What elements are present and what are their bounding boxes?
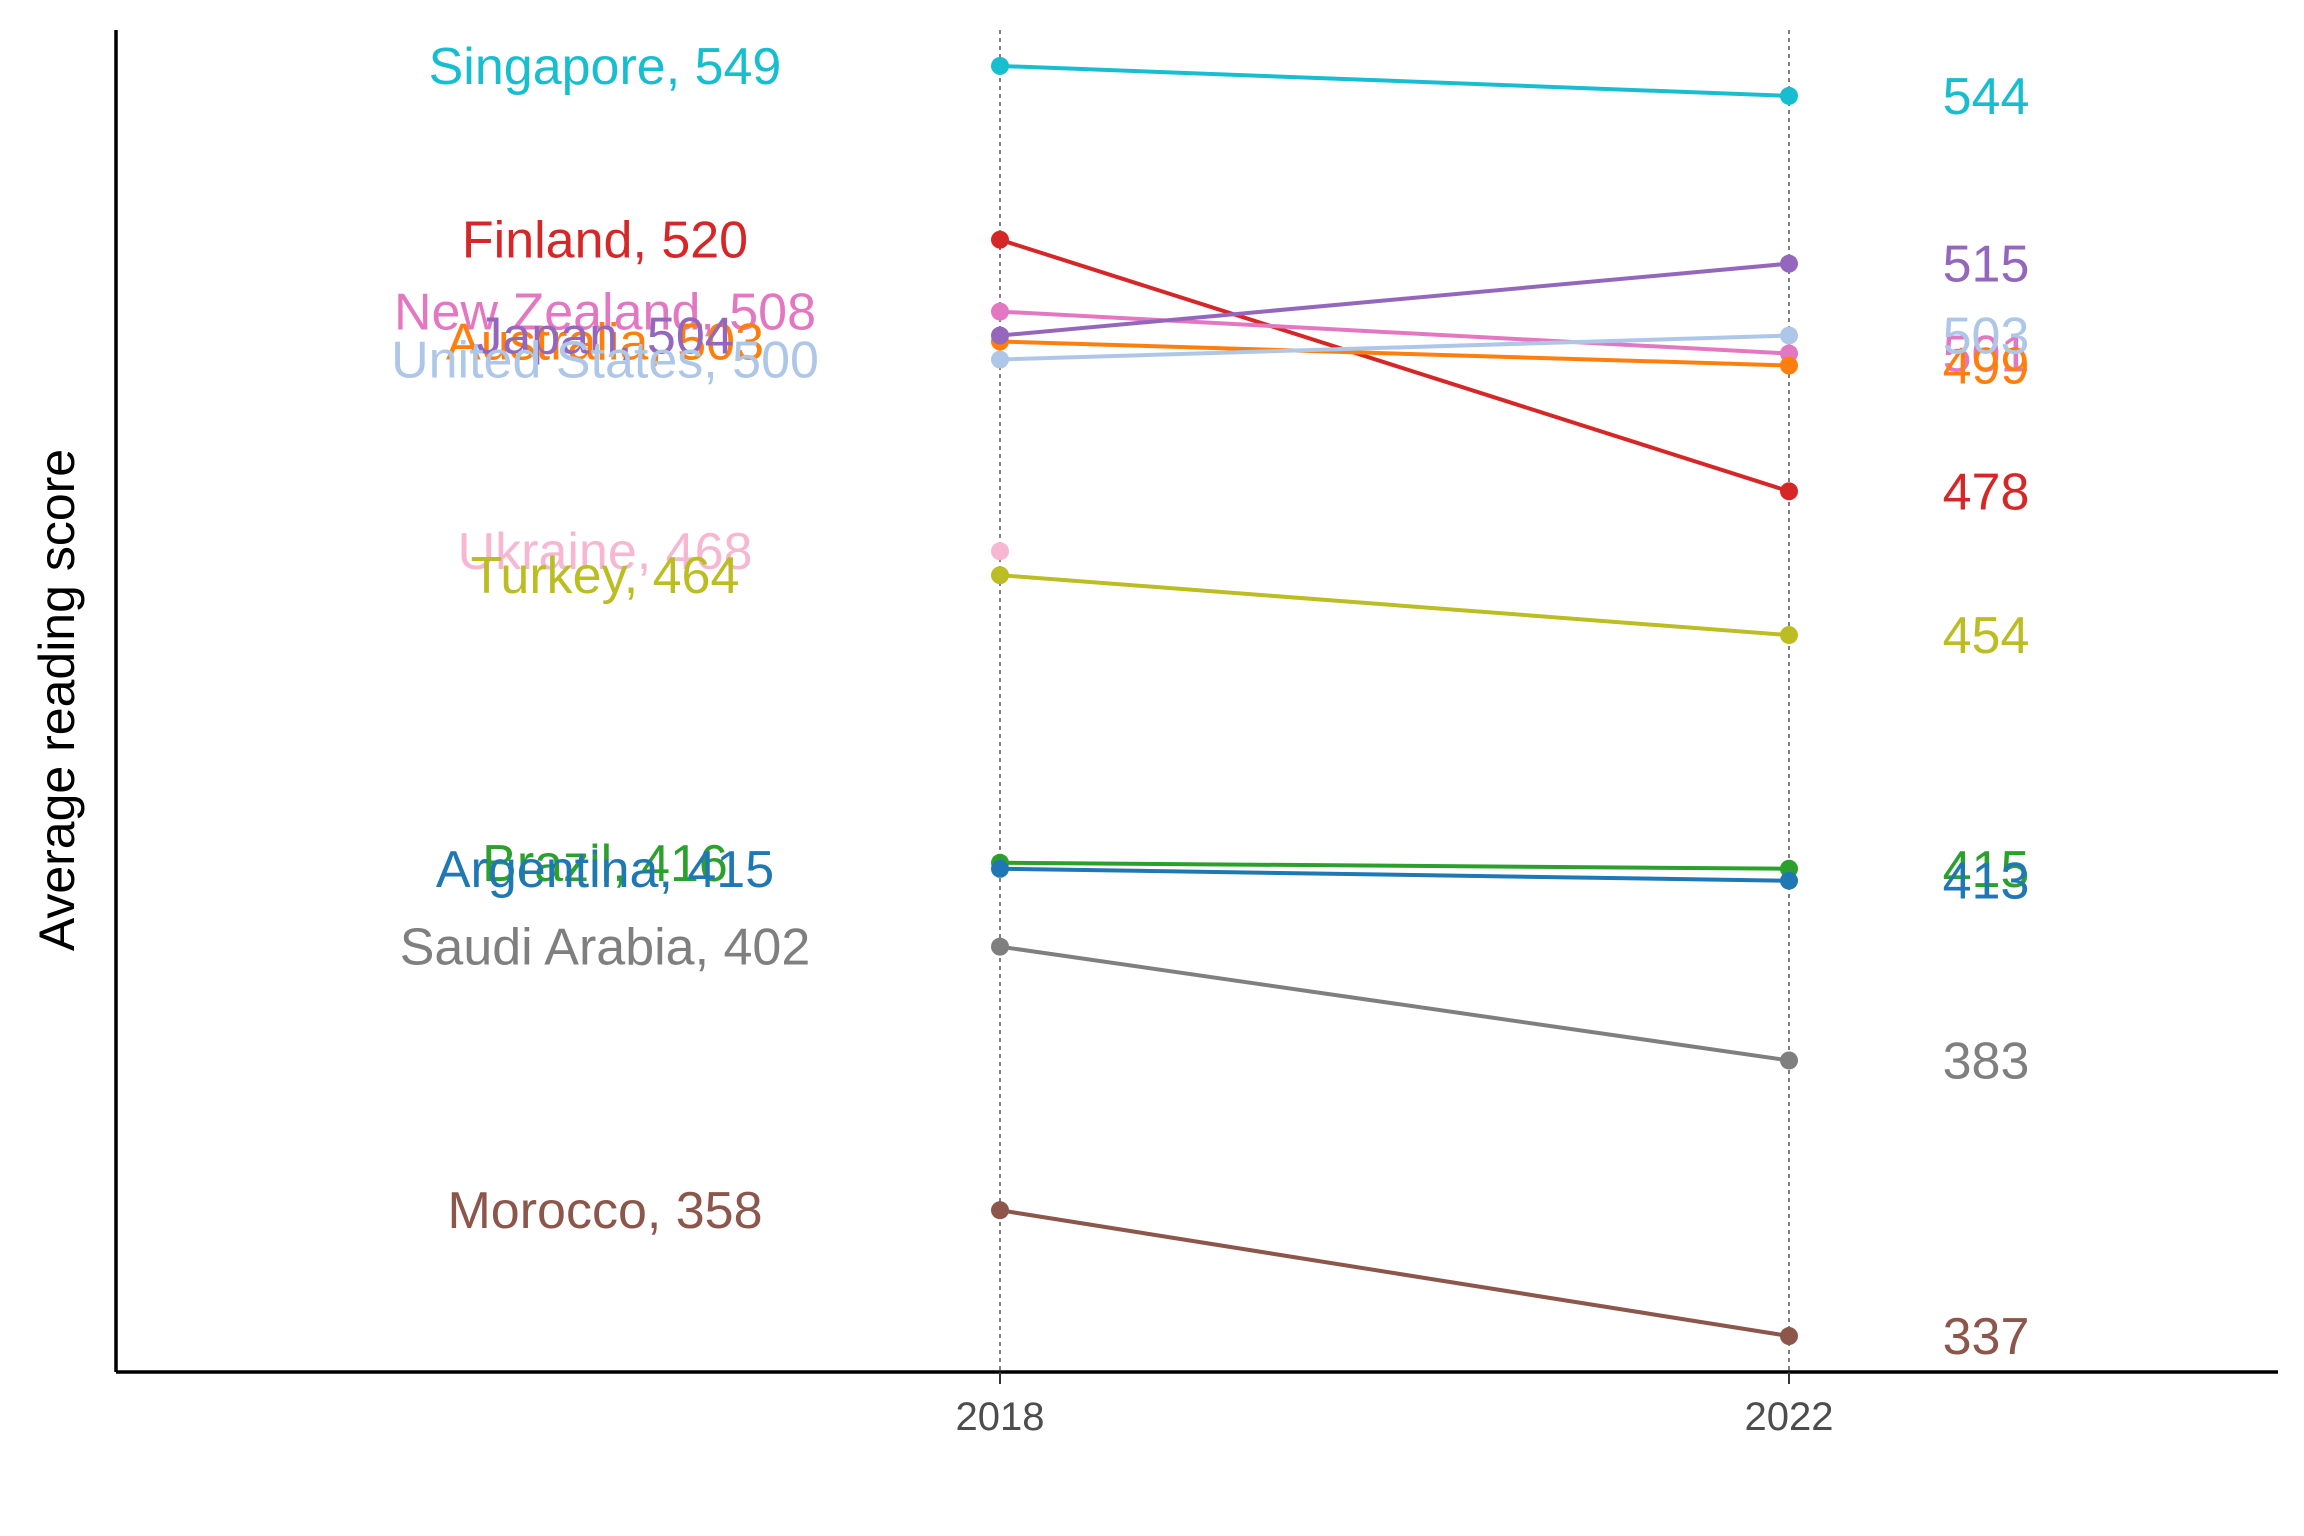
point-morocco-2022 bbox=[1780, 1327, 1798, 1346]
point-new-zealand-2018 bbox=[991, 302, 1009, 321]
start-label-turkey: Turkey, 464 bbox=[471, 547, 740, 605]
series-line-finland bbox=[999, 237, 1790, 494]
point-finland-2018 bbox=[991, 230, 1009, 249]
series-line-morocco bbox=[999, 1208, 1790, 1339]
start-label-united-states: United States, 500 bbox=[391, 332, 819, 390]
end-label-australia: 499 bbox=[1943, 338, 2030, 396]
y-axis-title: Average reading score bbox=[29, 449, 85, 951]
point-united-states-2022 bbox=[1780, 326, 1798, 345]
start-label-new-zealand: New Zealand, 508 bbox=[394, 284, 816, 342]
series-layer bbox=[991, 56, 1798, 1346]
end-label-saudi-arabia: 383 bbox=[1943, 1032, 2030, 1090]
point-japan-2018 bbox=[991, 326, 1009, 345]
start-label-saudi-arabia: Saudi Arabia, 402 bbox=[400, 919, 811, 977]
start-label-finland: Finland, 520 bbox=[462, 212, 748, 270]
end-label-morocco: 337 bbox=[1943, 1308, 2030, 1366]
start-label-japan: Japan, 504 bbox=[476, 308, 733, 366]
grid-layer bbox=[999, 30, 1790, 1372]
series-line-australia bbox=[999, 339, 1790, 368]
start-label-brazil: Brazil, 416 bbox=[482, 835, 728, 893]
end-label-turkey: 454 bbox=[1943, 607, 2030, 665]
start-label-singapore: Singapore, 549 bbox=[429, 38, 782, 96]
series-line-new-zealand bbox=[999, 309, 1790, 356]
end-label-japan: 515 bbox=[1943, 236, 2030, 294]
series-line-saudi-arabia bbox=[999, 944, 1790, 1063]
point-turkey-2018 bbox=[991, 566, 1009, 585]
point-ukraine-2018 bbox=[991, 542, 1009, 561]
start-label-morocco: Morocco, 358 bbox=[447, 1182, 762, 1240]
point-saudi-arabia-2022 bbox=[1780, 1051, 1798, 1070]
point-argentina-2022 bbox=[1780, 871, 1798, 890]
point-singapore-2022 bbox=[1780, 86, 1798, 105]
series-line-turkey bbox=[999, 573, 1790, 638]
series-line-argentina bbox=[999, 866, 1790, 883]
end-label-singapore: 544 bbox=[1943, 68, 2030, 126]
series-line-singapore bbox=[999, 63, 1790, 98]
point-saudi-arabia-2018 bbox=[991, 937, 1009, 956]
x-tick-label-2022: 2022 bbox=[1745, 1395, 1834, 1439]
point-singapore-2018 bbox=[991, 56, 1009, 75]
end-label-united-states: 503 bbox=[1943, 308, 2030, 366]
point-australia-2022 bbox=[1780, 356, 1798, 375]
label-layer: Singapore, 549 544 Finland, 520 478 New Zeal… bbox=[391, 38, 2029, 1366]
series-line-united-states bbox=[999, 333, 1790, 362]
series-line-brazil bbox=[999, 860, 1790, 871]
end-label-brazil: 415 bbox=[1943, 841, 2030, 899]
x-tick-label-2018: 2018 bbox=[956, 1395, 1045, 1439]
start-label-australia: Australia, 503 bbox=[446, 314, 764, 372]
point-turkey-2022 bbox=[1780, 626, 1798, 645]
point-japan-2022 bbox=[1780, 254, 1798, 273]
point-finland-2022 bbox=[1780, 482, 1798, 501]
end-label-new-zealand: 501 bbox=[1943, 326, 2030, 384]
start-label-ukraine: Ukraine, 468 bbox=[458, 523, 753, 581]
axes-layer: Average reading score 2018 2022 bbox=[29, 30, 2278, 1439]
point-argentina-2018 bbox=[991, 859, 1009, 878]
series-line-japan bbox=[999, 261, 1790, 338]
end-label-finland: 478 bbox=[1943, 463, 2030, 521]
end-label-argentina: 413 bbox=[1943, 853, 2030, 911]
point-morocco-2018 bbox=[991, 1201, 1009, 1220]
point-united-states-2018 bbox=[991, 350, 1009, 369]
start-label-argentina: Argentina, 415 bbox=[436, 841, 774, 899]
